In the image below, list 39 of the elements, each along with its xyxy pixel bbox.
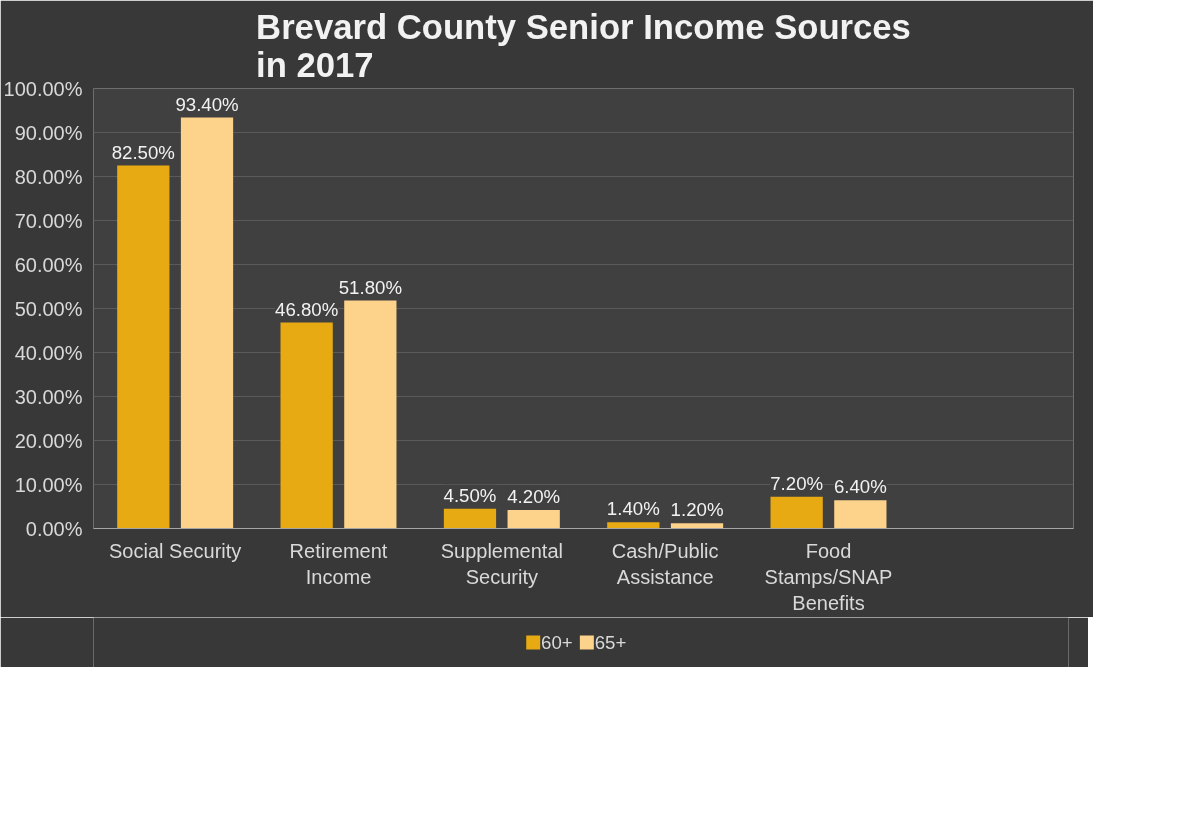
data-label: 7.20% [770, 472, 824, 494]
bar [670, 523, 724, 529]
data-label: 4.20% [507, 486, 561, 508]
bar [834, 500, 887, 529]
data-label: 1.40% [606, 498, 660, 520]
y-tick-label: 0.00% [25, 517, 83, 540]
chart-title: Brevard County Senior Income Sources in 2017 [256, 7, 911, 84]
y-tick-label: 20.00% [14, 429, 83, 452]
y-tick-label: 70.00% [14, 209, 83, 232]
data-label: 6.40% [833, 476, 887, 498]
data-label: 51.80% [338, 276, 402, 298]
bar [180, 117, 234, 529]
x-tick-label: Supplemental Security [440, 539, 563, 588]
bar [443, 508, 497, 529]
y-tick-label: 80.00% [14, 165, 83, 188]
y-tick-label: 50.00% [14, 297, 83, 320]
data-label: 93.40% [175, 93, 239, 115]
bar [770, 496, 823, 529]
y-tick-label: 40.00% [14, 341, 83, 364]
data-label: 82.50% [111, 141, 175, 163]
bar [607, 522, 660, 529]
bar [344, 300, 397, 529]
data-label: 46.80% [275, 298, 339, 320]
bar [280, 322, 333, 529]
x-tick-label: Retirement Income [289, 539, 388, 588]
legend-label: 60+ [541, 632, 573, 653]
y-tick-label: 90.00% [14, 121, 83, 144]
y-tick-label: 100.00% [3, 77, 83, 100]
y-tick-label: 30.00% [14, 385, 83, 408]
legend-label: 65+ [594, 632, 627, 653]
data-label: 1.20% [670, 499, 724, 521]
data-label: 4.50% [443, 484, 497, 506]
y-tick-label: 10.00% [14, 473, 83, 496]
y-tick-label: 60.00% [14, 253, 83, 276]
bar [117, 165, 170, 529]
bar [507, 510, 560, 529]
x-tick-label: Social Security [109, 539, 242, 562]
x-tick-label: Cash/Public Assistance [611, 539, 719, 588]
x-tick-label: Food Stamps/SNAP Benefits [764, 539, 893, 615]
